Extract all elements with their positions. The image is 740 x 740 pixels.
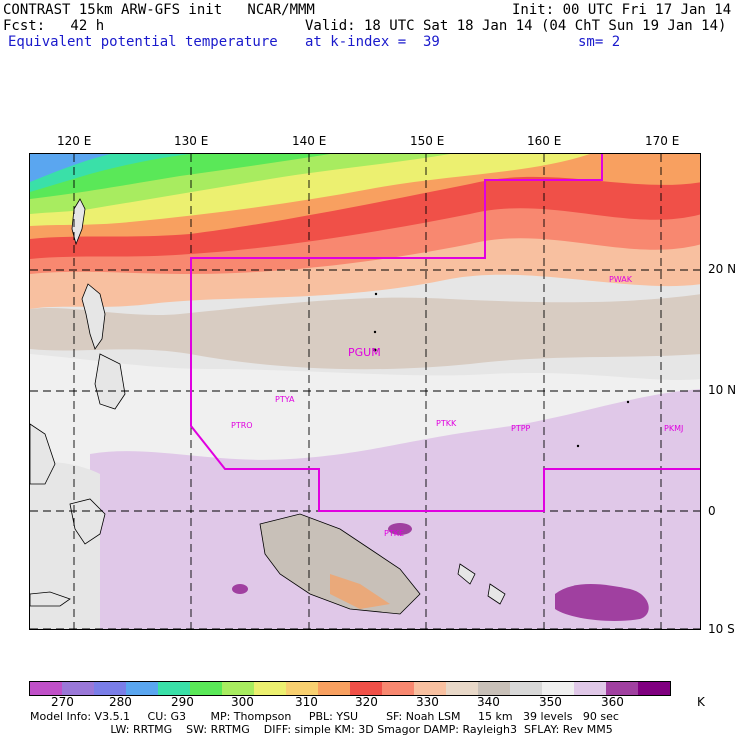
colorbar-swatch-15 bbox=[510, 682, 542, 695]
colorbar-swatch-13 bbox=[446, 682, 478, 695]
colorbar-swatch-16 bbox=[542, 682, 574, 695]
island-dot bbox=[374, 292, 378, 296]
colorbar-label-290: 290 bbox=[171, 695, 194, 709]
header-init-time: Init: 00 UTC Fri 17 Jan 14 bbox=[512, 2, 732, 18]
bougainville bbox=[487, 583, 506, 605]
small-islands bbox=[373, 292, 630, 448]
colorbar-label-310: 310 bbox=[295, 695, 318, 709]
island-dot bbox=[373, 330, 377, 334]
lat-label-20n: 20 N bbox=[708, 262, 737, 276]
header-valid-time: Valid: 18 UTC Sat 18 Jan 14 (04 ChT Sun … bbox=[305, 18, 727, 34]
station-pgum: PGUM bbox=[348, 346, 381, 359]
lon-label-120: 120 E bbox=[57, 134, 92, 148]
colorbar-swatch-19 bbox=[638, 682, 670, 695]
island-dot bbox=[626, 400, 630, 404]
colorbar-label-360: 360 bbox=[601, 695, 624, 709]
lon-label-140: 140 E bbox=[292, 134, 327, 148]
station-labels: PGUM PTYA PTRO PTKK PTPP PKMJ PWAK PTKE bbox=[231, 275, 683, 538]
station-ptkk: PTKK bbox=[436, 419, 457, 428]
lat-label-10s: 10 S bbox=[708, 622, 735, 636]
theta-max-1 bbox=[388, 523, 412, 535]
colorbar-swatch-6 bbox=[222, 682, 254, 695]
colorbar-swatch-4 bbox=[158, 682, 190, 695]
header-line1-left: CONTRAST 15km ARW-GFS init NCAR/MMM bbox=[3, 2, 315, 18]
mindanao bbox=[94, 353, 126, 410]
map-svg: PGUM PTYA PTRO PTKK PTPP PKMJ PWAK PTKE bbox=[30, 154, 700, 629]
colorbar-swatch-8 bbox=[286, 682, 318, 695]
colorbar-swatch-18 bbox=[606, 682, 638, 695]
island-dot bbox=[576, 444, 580, 448]
smoothing: sm= 2 bbox=[578, 34, 621, 50]
colorbar-label-320: 320 bbox=[355, 695, 378, 709]
colorbar-swatch-11 bbox=[382, 682, 414, 695]
timor bbox=[30, 591, 71, 607]
band-280 bbox=[30, 154, 110, 182]
colorbar-swatch-7 bbox=[254, 682, 286, 695]
colorbar-swatch-12 bbox=[414, 682, 446, 695]
station-ptke: PTKE bbox=[384, 529, 404, 538]
field-name: Equivalent potential temperature bbox=[8, 34, 278, 50]
colorbar-label-350: 350 bbox=[539, 695, 562, 709]
model-info-line1: Model Info: V3.5.1 CU: G3 MP: Thompson P… bbox=[30, 710, 619, 723]
sulawesi bbox=[69, 498, 106, 545]
theta-max-3 bbox=[232, 584, 248, 594]
color-scale-bar bbox=[29, 681, 671, 696]
lon-label-130: 130 E bbox=[174, 134, 209, 148]
colorbar-swatch-2 bbox=[94, 682, 126, 695]
station-pwak: PWAK bbox=[609, 275, 633, 284]
model-info-line2: LW: RRTMG SW: RRTMG DIFF: simple KM: 3D … bbox=[30, 723, 613, 736]
new-guinea bbox=[259, 513, 421, 615]
colorbar-swatch-1 bbox=[62, 682, 94, 695]
landmasses bbox=[30, 198, 506, 615]
new-ireland bbox=[457, 563, 476, 585]
colorbar-label-300: 300 bbox=[231, 695, 254, 709]
lon-label-160: 160 E bbox=[527, 134, 562, 148]
lon-label-150: 150 E bbox=[410, 134, 445, 148]
theta-e-map: PGUM PTYA PTRO PTKK PTPP PKMJ PWAK PTKE bbox=[29, 153, 701, 630]
lat-label-equator: 0 bbox=[708, 504, 716, 518]
station-pkmj: PKMJ bbox=[664, 424, 683, 433]
header-forecast-hour: Fcst: 42 h bbox=[3, 18, 105, 34]
island-dot bbox=[373, 348, 377, 352]
borneo-edge bbox=[30, 423, 56, 485]
colorbar-label-280: 280 bbox=[109, 695, 132, 709]
colorbar-label-270: 270 bbox=[51, 695, 74, 709]
domain-boundary bbox=[190, 154, 700, 512]
colorbar-swatch-10 bbox=[350, 682, 382, 695]
lat-label-10n: 10 N bbox=[708, 383, 737, 397]
luzon bbox=[81, 283, 106, 350]
band-365 bbox=[90, 389, 700, 629]
band-350 bbox=[30, 294, 700, 370]
colorbar-swatch-9 bbox=[318, 682, 350, 695]
station-ptro: PTRO bbox=[231, 421, 253, 430]
colorbar-swatch-3 bbox=[126, 682, 158, 695]
colorbar-label-330: 330 bbox=[416, 695, 439, 709]
station-ptpp: PTPP bbox=[511, 424, 531, 433]
station-ptya: PTYA bbox=[275, 395, 295, 404]
colorbar-swatch-17 bbox=[574, 682, 606, 695]
lon-label-170: 170 E bbox=[645, 134, 680, 148]
colorbar-swatch-14 bbox=[478, 682, 510, 695]
colorbar-swatch-5 bbox=[190, 682, 222, 695]
highland-warm bbox=[330, 574, 390, 609]
theta-max-2 bbox=[555, 584, 649, 621]
colorbar-swatch-0 bbox=[30, 682, 62, 695]
lat-lon-grid bbox=[30, 154, 700, 629]
level-index: at k-index = 39 bbox=[305, 34, 440, 50]
colorbar-label-340: 340 bbox=[477, 695, 500, 709]
colorbar-unit: K bbox=[697, 695, 705, 709]
